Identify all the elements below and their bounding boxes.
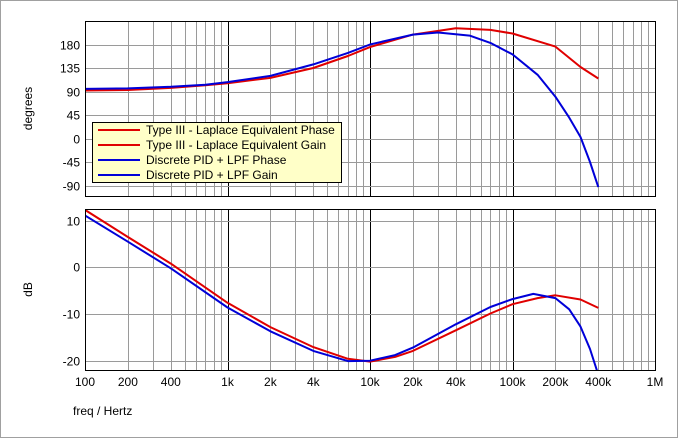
y-tick-label: 45: [67, 109, 81, 123]
y-axis-label: dB: [21, 282, 35, 297]
series-layer: [85, 27, 600, 370]
series-line: [85, 209, 599, 363]
x-tick-label: 400: [161, 375, 181, 389]
y-tick-label: -90: [63, 180, 81, 194]
legend-label: Discrete PID + LPF Gain: [146, 168, 278, 182]
y-tick-label: 180: [60, 39, 80, 53]
series-line: [85, 27, 599, 92]
y-tick-label: 0: [73, 133, 80, 147]
grid-layer: [85, 21, 656, 370]
legend-label: Type III - Laplace Equivalent Gain: [146, 138, 326, 152]
x-tick-label: 10k: [360, 375, 380, 389]
x-tick-label: 2k: [264, 375, 278, 389]
y-tick-label: -10: [63, 308, 81, 322]
panel-frame: [85, 209, 656, 371]
x-tick-label: 1k: [221, 375, 235, 389]
series-line: [85, 214, 598, 370]
y-tick-label: 10: [67, 215, 81, 229]
x-tick-label: 100: [75, 375, 95, 389]
y-axis-label: degrees: [21, 87, 35, 130]
series-line: [85, 31, 600, 188]
y-tick-label: 0: [73, 261, 80, 275]
y-tick-label: -20: [63, 355, 81, 369]
y-tick-label: 90: [67, 86, 81, 100]
x-tick-label: 100k: [499, 375, 526, 389]
legend-label: Discrete PID + LPF Phase: [146, 153, 287, 167]
panel-frame: [85, 21, 656, 197]
legend-box: [92, 122, 342, 183]
x-tick-label: 200: [118, 375, 138, 389]
x-tick-label: 1M: [647, 375, 664, 389]
x-tick-label: 20k: [403, 375, 423, 389]
x-tick-label: 40k: [446, 375, 466, 389]
y-tick-label: 135: [60, 62, 80, 76]
x-tick-label: 400k: [585, 375, 612, 389]
x-axis-label: freq / Hertz: [73, 404, 132, 418]
legend-label: Type III - Laplace Equivalent Phase: [146, 123, 335, 137]
legend: Type III - Laplace Equivalent PhaseType …: [92, 122, 342, 183]
x-tick-label: 4k: [307, 375, 321, 389]
y-tick-label: -45: [63, 156, 81, 170]
x-tick-label: 200k: [542, 375, 569, 389]
